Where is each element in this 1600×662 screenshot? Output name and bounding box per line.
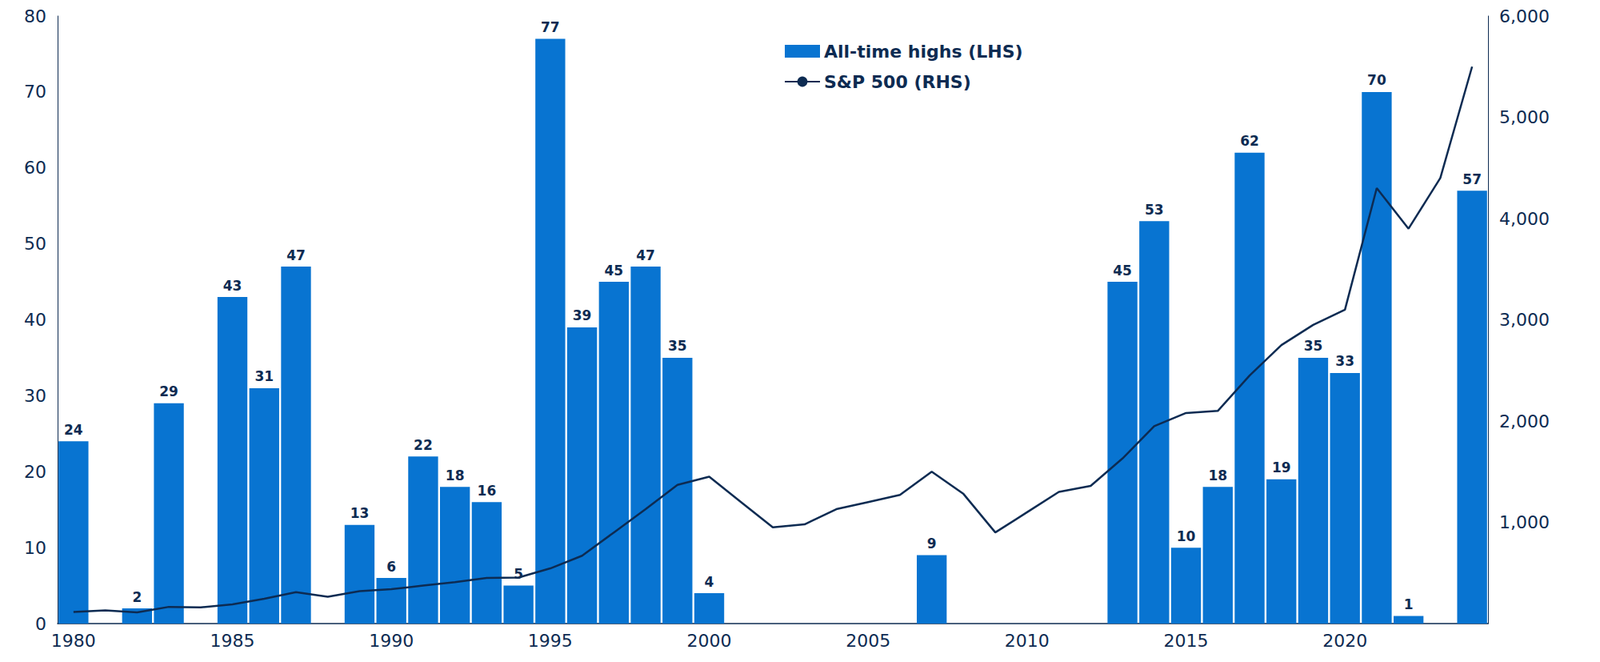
svg-text:5: 5 <box>513 565 524 582</box>
svg-text:33: 33 <box>1335 352 1355 369</box>
svg-text:2015: 2015 <box>1164 630 1209 651</box>
svg-text:50: 50 <box>24 233 47 254</box>
svg-text:47: 47 <box>636 247 656 264</box>
svg-text:20: 20 <box>24 461 47 482</box>
svg-text:70: 70 <box>24 81 47 102</box>
svg-text:All-time highs (LHS): All-time highs (LHS) <box>824 41 1024 62</box>
svg-text:35: 35 <box>1304 337 1324 354</box>
svg-text:4: 4 <box>704 573 715 590</box>
svg-text:60: 60 <box>24 157 47 178</box>
svg-text:2005: 2005 <box>845 630 891 651</box>
svg-text:35: 35 <box>668 337 688 354</box>
svg-text:9: 9 <box>927 535 937 552</box>
svg-text:6: 6 <box>386 558 396 575</box>
svg-text:2,000: 2,000 <box>1499 411 1550 432</box>
svg-text:1990: 1990 <box>368 630 414 651</box>
svg-text:29: 29 <box>159 383 179 400</box>
svg-text:18: 18 <box>1208 467 1228 484</box>
svg-text:40: 40 <box>24 309 47 330</box>
svg-text:1,000: 1,000 <box>1499 512 1550 532</box>
svg-text:62: 62 <box>1240 132 1260 149</box>
svg-text:1980: 1980 <box>51 630 96 651</box>
svg-text:6,000: 6,000 <box>1499 6 1550 27</box>
svg-text:24: 24 <box>64 421 84 438</box>
svg-text:2020: 2020 <box>1322 630 1368 651</box>
svg-text:13: 13 <box>350 504 370 521</box>
svg-text:80: 80 <box>24 6 47 27</box>
svg-text:2: 2 <box>132 588 142 605</box>
svg-text:S&P 500 (RHS): S&P 500 (RHS) <box>824 72 972 92</box>
svg-text:39: 39 <box>572 307 592 324</box>
svg-text:31: 31 <box>254 368 274 384</box>
svg-text:47: 47 <box>286 247 306 264</box>
svg-text:0: 0 <box>35 613 47 634</box>
svg-text:53: 53 <box>1144 201 1164 218</box>
svg-text:1995: 1995 <box>528 630 573 651</box>
svg-text:19: 19 <box>1272 459 1292 476</box>
svg-text:2010: 2010 <box>1004 630 1050 651</box>
svg-text:3,000: 3,000 <box>1499 309 1550 330</box>
svg-text:43: 43 <box>223 277 243 294</box>
svg-text:57: 57 <box>1462 171 1482 188</box>
svg-text:1985: 1985 <box>210 630 256 651</box>
svg-text:10: 10 <box>1176 528 1196 544</box>
svg-text:5,000: 5,000 <box>1499 107 1550 128</box>
svg-text:10: 10 <box>24 537 47 558</box>
svg-text:18: 18 <box>445 467 465 484</box>
svg-text:45: 45 <box>1112 262 1132 279</box>
svg-text:30: 30 <box>24 385 47 406</box>
svg-text:22: 22 <box>413 436 433 453</box>
svg-text:4,000: 4,000 <box>1499 208 1550 229</box>
svg-text:16: 16 <box>477 482 497 499</box>
svg-text:77: 77 <box>540 19 560 36</box>
svg-text:45: 45 <box>604 262 624 279</box>
svg-text:70: 70 <box>1367 72 1387 88</box>
svg-text:1: 1 <box>1404 596 1414 612</box>
svg-text:2000: 2000 <box>687 630 732 651</box>
